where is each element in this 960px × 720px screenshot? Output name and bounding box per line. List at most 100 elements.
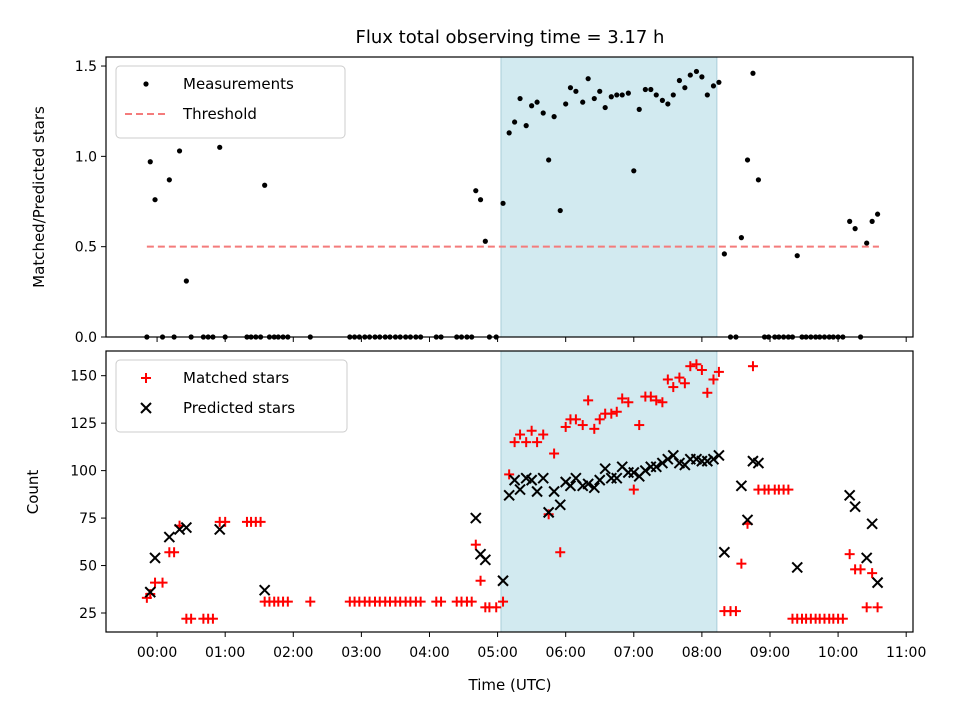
predicted-star-marker [849, 500, 861, 513]
matched-star-marker [543, 509, 554, 520]
measurement-point [585, 76, 591, 82]
matched-star-marker [662, 374, 673, 385]
measurement-point [482, 238, 488, 244]
matched-star-marker [861, 602, 872, 613]
y-tick-label: 1.0 [75, 149, 97, 165]
legend-label: Matched stars [183, 369, 289, 387]
predicted-star-marker [594, 474, 606, 486]
matched-star-marker [594, 414, 605, 425]
marker-stroke [163, 531, 176, 543]
measurement-point [864, 240, 870, 246]
matched-star-marker [555, 547, 566, 558]
predicted-star-marker [656, 457, 669, 469]
bottom-observing-window-shade [500, 350, 718, 633]
matched-star-marker [855, 564, 866, 575]
matched-star-marker [657, 397, 668, 408]
marker-stroke [542, 506, 555, 519]
measurement-point [147, 159, 153, 165]
x-axis-label: Time (UTC) [468, 676, 552, 694]
marker-stroke [599, 463, 611, 475]
predicted-star-marker [843, 489, 856, 502]
y-tick-label: 125 [70, 416, 97, 432]
marker-stroke [667, 449, 679, 462]
measurement-point [716, 79, 722, 85]
bottom-axes-frame [105, 350, 914, 633]
marker-stroke [616, 461, 628, 473]
matched-star-marker [736, 558, 747, 569]
y-tick-label: 0.0 [75, 330, 97, 346]
predicted-star-marker [735, 480, 748, 492]
measurement-point [670, 92, 676, 98]
marker-stroke [662, 453, 674, 465]
measurement-point [557, 207, 563, 214]
matched-star-marker [696, 364, 707, 375]
matched-star-marker [730, 606, 741, 617]
matched-star-marker [611, 406, 622, 417]
predicted-star-marker [871, 576, 884, 589]
marker-stroke [735, 480, 748, 492]
measurement-point [597, 88, 603, 94]
matched-star-marker [509, 437, 520, 448]
matched-star-marker [837, 613, 848, 624]
measurement-point [477, 197, 484, 203]
predicted-star-marker [180, 521, 193, 534]
top-panel: 0.0 0.5 1.0 1.5 Measurements Threshold [75, 56, 914, 346]
matched-star-marker [145, 589, 156, 600]
matched-star-marker [521, 437, 532, 448]
marker-stroke [531, 485, 543, 498]
predicted-star-marker [144, 586, 156, 598]
y-tick-label: 150 [70, 369, 97, 385]
matched-star-marker [702, 387, 713, 398]
marker-stroke [514, 483, 526, 496]
measurement-point [523, 123, 529, 129]
matched-star-marker [628, 484, 639, 495]
matched-star-marker [606, 408, 617, 419]
top-legend-box [115, 65, 346, 139]
marker-stroke [497, 575, 509, 587]
marker-stroke [258, 584, 271, 596]
marker-stroke [554, 499, 566, 511]
marker-stroke [718, 546, 731, 558]
marker-stroke [214, 523, 226, 536]
marker-stroke [871, 576, 884, 589]
matched-star-marker [282, 596, 293, 607]
predicted-star-marker [667, 449, 679, 462]
predicted-star-marker [525, 474, 538, 486]
matched-star-marker [549, 448, 560, 459]
measurement-point [473, 188, 479, 194]
x-tick-label: 05:00 [477, 645, 517, 661]
matched-star-marker [532, 437, 543, 448]
measurement-point [869, 218, 875, 224]
predicted-star-marker [599, 463, 611, 475]
predicted-star-marker [713, 449, 725, 462]
measurement-point [693, 68, 700, 75]
measurement-point [636, 106, 642, 112]
marker-stroke [713, 449, 725, 462]
measurement-point [614, 92, 620, 98]
top-y-axis-label: Matched/Predicted stars [30, 106, 48, 288]
measurement-point [546, 157, 552, 163]
measurement-point [540, 110, 546, 116]
y-tick-label: 1.5 [75, 59, 97, 75]
matched-star-marker [436, 596, 447, 607]
predicted-star-marker [860, 552, 873, 564]
measurement-point [563, 101, 569, 107]
measurement-point [166, 177, 172, 183]
matched-star-marker [157, 577, 168, 588]
measurement-point [852, 226, 858, 232]
matched-star-marker [867, 568, 878, 579]
measurement-point [755, 177, 762, 183]
measurement-point [517, 95, 523, 102]
predicted-star-marker [503, 489, 515, 502]
measurement-point [608, 94, 614, 100]
matched-star-marker [207, 613, 218, 624]
marker-stroke [537, 472, 549, 484]
predicted-star-marker [791, 561, 803, 574]
predicted-star-marker [639, 464, 652, 477]
predicted-star-marker [582, 478, 594, 490]
measurement-point [567, 85, 574, 91]
marker-stroke [548, 485, 560, 498]
matched-star-marker [679, 378, 690, 389]
predicted-star-marker [537, 472, 549, 484]
measurement-point [625, 90, 631, 96]
